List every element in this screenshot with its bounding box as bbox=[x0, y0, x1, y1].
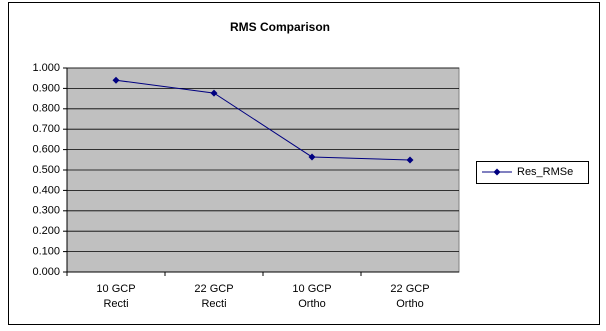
y-tick-label: 0.600 bbox=[32, 144, 60, 156]
chart-title: RMS Comparison bbox=[230, 20, 330, 34]
y-tick-label: 0.500 bbox=[32, 164, 60, 176]
y-tick-label: 0.700 bbox=[32, 123, 60, 135]
chart: RMS Comparison 0.000 0.100 0.200 0.300 0.400… bbox=[0, 0, 606, 331]
y-tick-label: 0.100 bbox=[32, 246, 60, 258]
y-tick-label: 0.300 bbox=[32, 205, 60, 217]
legend-label: Res_RMSe bbox=[517, 166, 573, 178]
y-tick-label: 0.900 bbox=[32, 82, 60, 94]
y-tick-label: 0.800 bbox=[32, 103, 60, 115]
y-tick-label: 0.200 bbox=[32, 225, 60, 237]
y-tick-label: 0.400 bbox=[32, 184, 60, 196]
y-tick-label: 1.000 bbox=[32, 62, 60, 74]
y-tick-label: 0.000 bbox=[32, 266, 60, 278]
